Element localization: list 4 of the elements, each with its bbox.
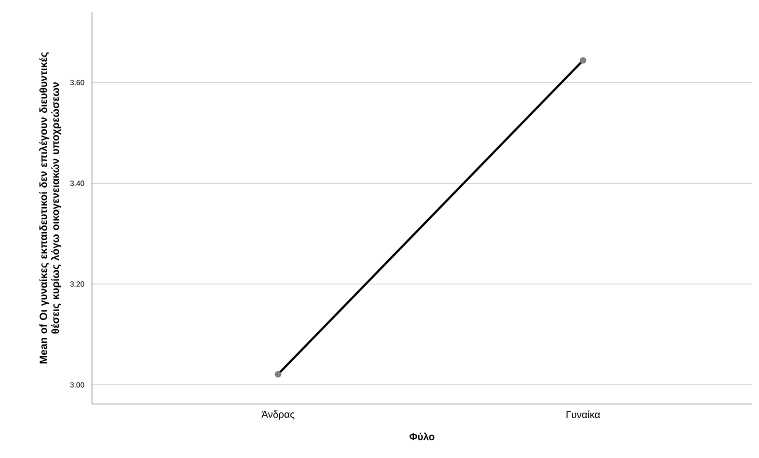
y-axis-title: Mean of Οι γυναίκες εκπαιδευτικοί δεν επιλέγουν διευθυντικές θέσεις κυρίως λόγω οικογενειακών υποχρεώσεων	[39, 52, 62, 364]
x-tick-label: Άνδρας	[261, 410, 294, 420]
x-tick-label: Γυναίκα	[566, 410, 600, 418]
x-axis-title: Φύλο	[410, 432, 434, 440]
